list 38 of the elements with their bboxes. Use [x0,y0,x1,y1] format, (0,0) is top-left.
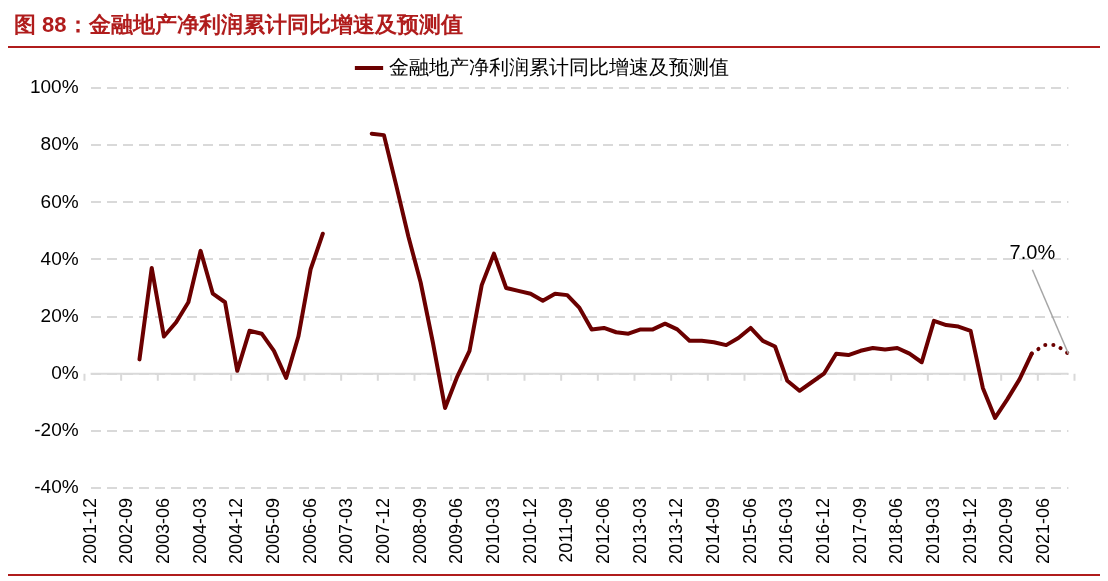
x-tick-label: 2018-06 [886,497,907,564]
x-tick-label: 2003-06 [152,497,173,564]
y-tick-label: -20% [34,419,79,441]
x-tick-label: 2008-09 [409,497,430,564]
y-tick-label: 0% [51,361,79,383]
x-tick-label: 2015-06 [739,497,760,564]
x-tick-label: 2009-06 [446,497,467,564]
x-tick-label: 2019-12 [959,497,980,564]
data-label: 7.0% [1009,241,1056,264]
x-tick-label: 2011-09 [556,497,577,563]
x-tick-label: 2019-03 [922,497,943,564]
y-tick-label: 100% [29,76,79,98]
x-tick-label: 2005-09 [262,497,283,564]
y-tick-label: 60% [40,190,79,212]
x-tick-label: 2004-12 [226,497,247,564]
x-tick-label: 2016-12 [812,497,833,564]
x-tick-label: 2007-03 [336,497,357,564]
x-tick-label: 2006-06 [299,497,320,564]
legend-label: 金融地产净利润累计同比增速及预测值 [389,55,729,78]
y-tick-label: 20% [40,304,79,326]
y-tick-label: 40% [40,247,79,269]
y-tick-label: -40% [34,476,79,498]
x-tick-label: 2004-03 [189,497,210,564]
chart-title: 图 88：金融地产净利润累计同比增速及预测值 [8,8,1100,48]
x-tick-label: 2001-12 [79,497,100,564]
x-tick-label: 2021-06 [1032,497,1053,564]
x-tick-label: 2013-12 [666,497,687,564]
x-tick-label: 2013-03 [629,497,650,564]
x-tick-label: 2020-09 [996,497,1017,564]
x-tick-label: 2017-09 [849,497,870,564]
x-tick-label: 2016-03 [776,497,797,564]
x-tick-label: 2012-06 [592,497,613,564]
y-tick-label: 80% [40,133,79,155]
x-tick-label: 2010-12 [519,497,540,564]
x-tick-label: 2002-09 [116,497,137,564]
x-tick-label: 2014-09 [702,497,723,564]
x-tick-label: 2007-12 [372,497,393,564]
x-tick-label: 2010-03 [482,497,503,564]
